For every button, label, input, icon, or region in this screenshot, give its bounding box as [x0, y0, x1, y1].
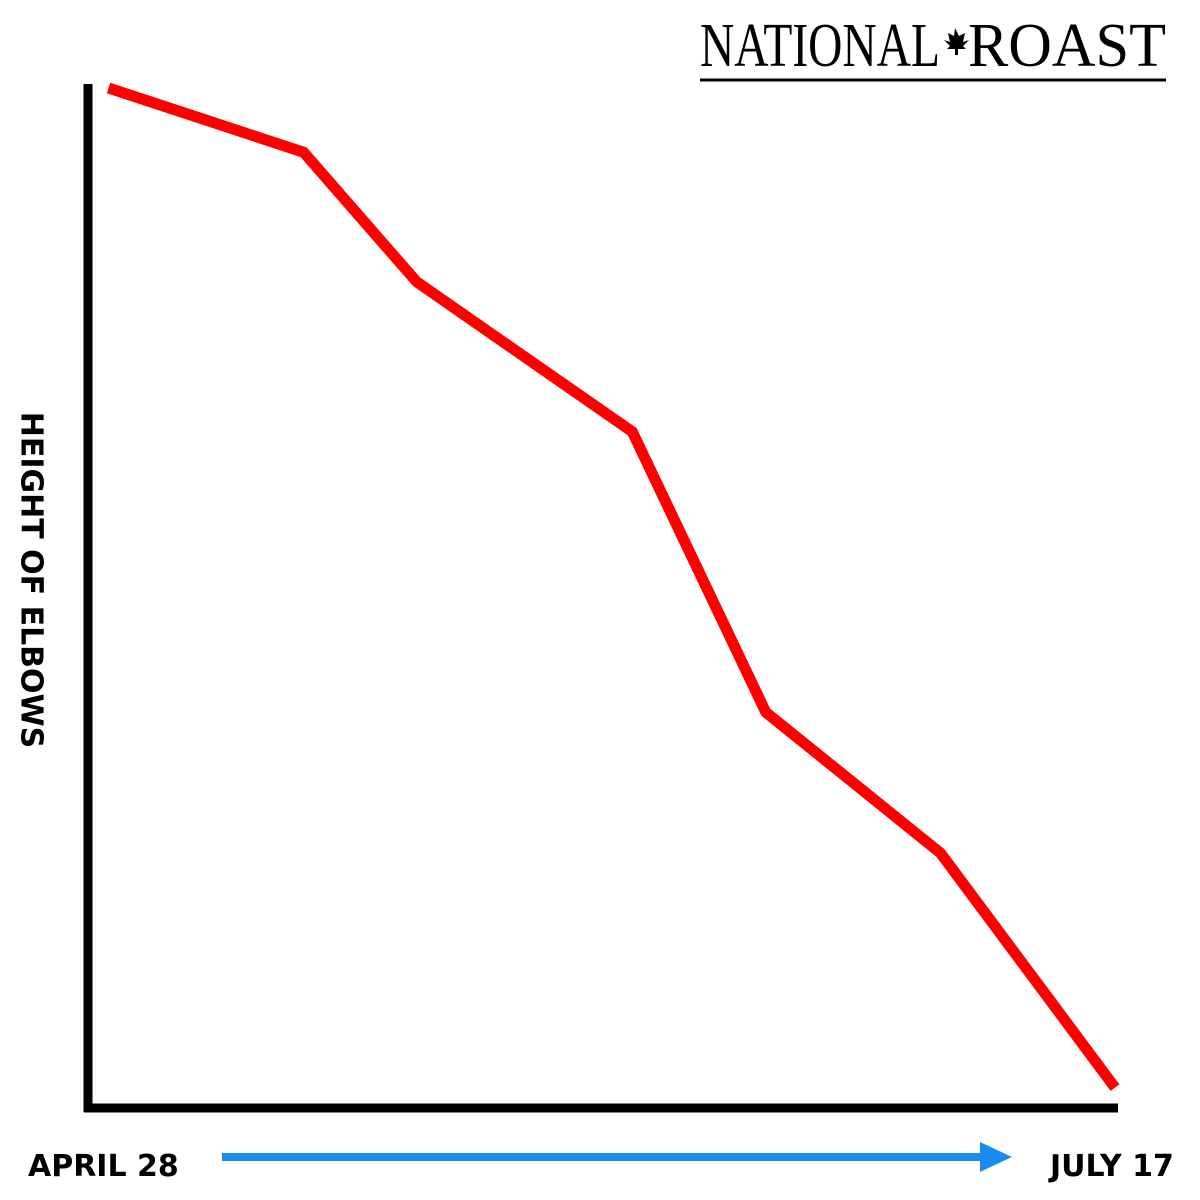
brand-left: NATIONAL [700, 12, 940, 80]
data-line [106, 82, 1120, 1091]
maple-leaf [944, 28, 969, 55]
brand-right: ROAST [968, 12, 1166, 80]
x-end-label: JULY 17 [1048, 1149, 1174, 1184]
y-axis-label: HEIGHT OF ELBOWS [14, 412, 49, 749]
time-arrow-head [980, 1142, 1012, 1172]
x-start-label: APRIL 28 [28, 1149, 179, 1184]
